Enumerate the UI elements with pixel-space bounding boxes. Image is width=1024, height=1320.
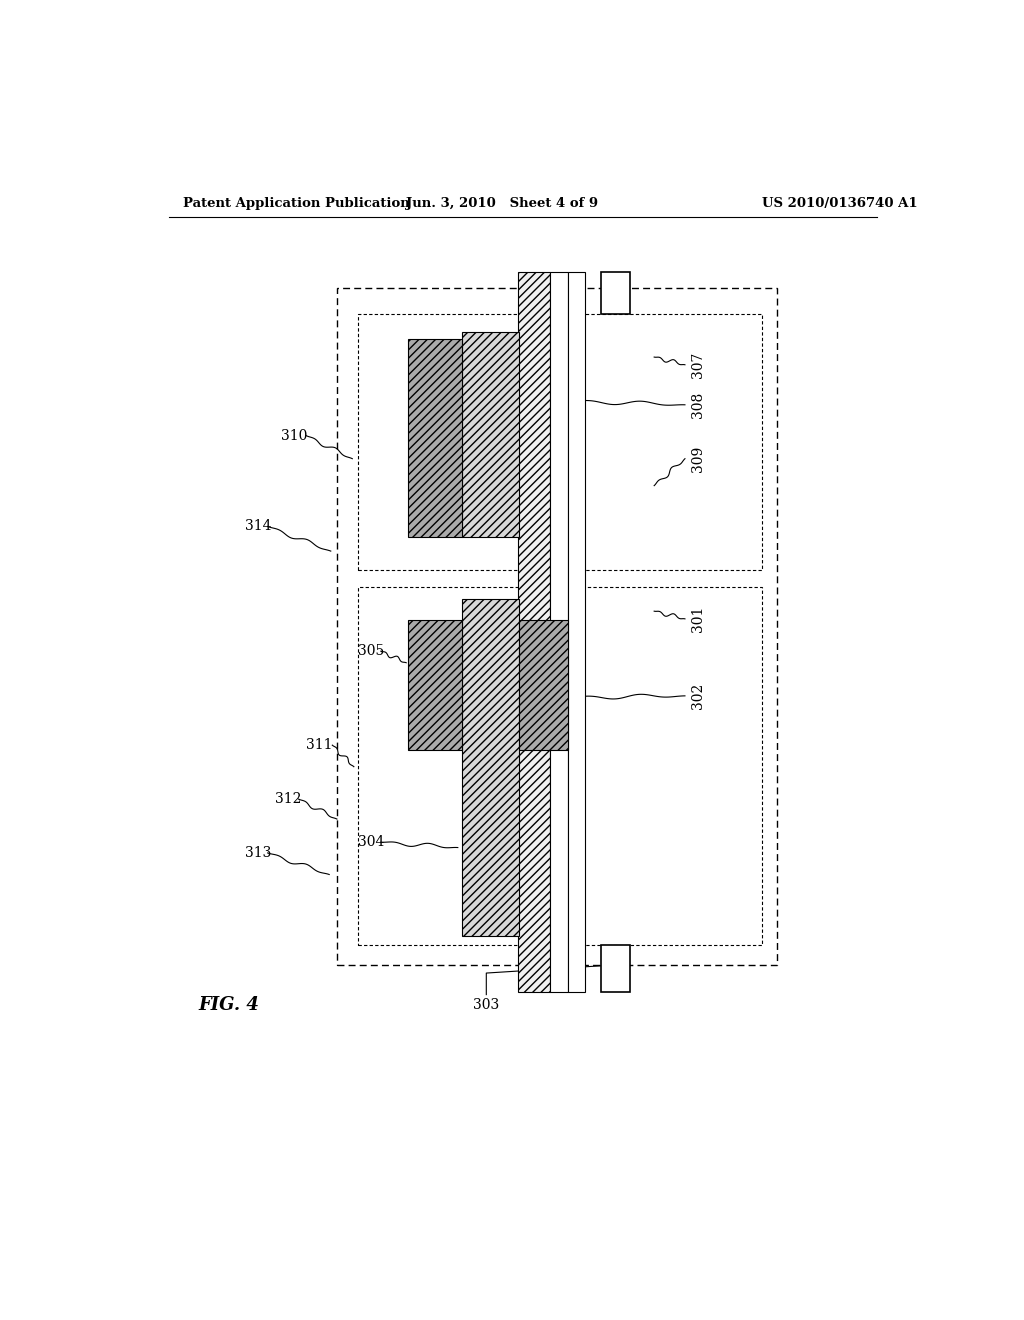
Bar	[357, 587, 762, 945]
Text: 301: 301	[691, 606, 706, 632]
Text: FIG. 4: FIG. 4	[199, 997, 259, 1014]
Text: 305: 305	[357, 644, 384, 659]
Bar	[357, 314, 762, 570]
Text: 314: 314	[245, 520, 271, 533]
Text: 311: 311	[306, 738, 333, 752]
Text: 313: 313	[245, 846, 271, 859]
Text: 309: 309	[691, 446, 706, 471]
Text: Jun. 3, 2010   Sheet 4 of 9: Jun. 3, 2010 Sheet 4 of 9	[406, 197, 598, 210]
Bar	[568, 272, 585, 991]
Text: US 2010/0136740 A1: US 2010/0136740 A1	[762, 197, 918, 210]
Bar	[462, 331, 519, 537]
Text: 307: 307	[691, 351, 706, 378]
Bar	[519, 620, 568, 750]
Bar	[518, 272, 550, 991]
Text: 310: 310	[281, 429, 307, 442]
Text: 303: 303	[473, 998, 500, 1012]
Text: Patent Application Publication: Patent Application Publication	[183, 197, 410, 210]
Bar	[408, 339, 462, 537]
Bar	[601, 945, 630, 991]
Bar	[550, 272, 568, 991]
Text: 302: 302	[691, 682, 706, 709]
Bar	[462, 599, 519, 936]
Bar	[601, 272, 630, 314]
Bar	[408, 620, 462, 750]
Text: 312: 312	[275, 792, 302, 807]
Text: 308: 308	[691, 392, 706, 418]
Bar	[337, 288, 777, 965]
Text: 304: 304	[357, 836, 384, 849]
